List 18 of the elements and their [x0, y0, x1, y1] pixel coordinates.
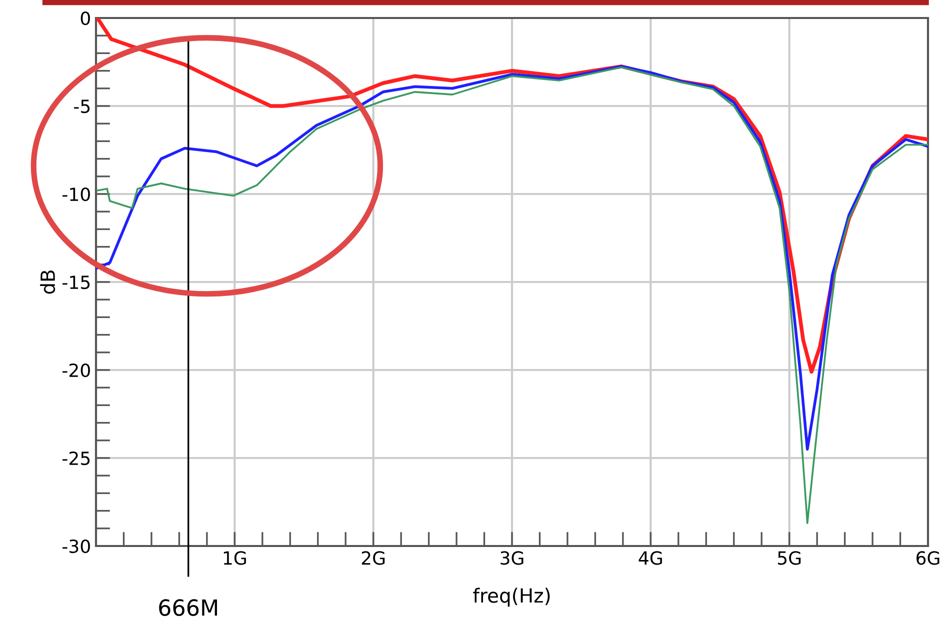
y-tick-label: -15: [62, 276, 90, 290]
line-series: [96, 65, 928, 451]
x-tick-label: 1G: [224, 551, 246, 565]
x-axis-title: freq(Hz): [473, 588, 550, 607]
y-tick-label: -10: [62, 187, 90, 202]
line-series: [96, 66, 928, 524]
x-tick-label: 4G: [638, 551, 662, 565]
x-tick-label: 5G: [778, 551, 801, 565]
y-tick-label: 0: [80, 11, 90, 26]
ref-line-label: 666M: [159, 599, 217, 616]
x-tick-label: 2G: [362, 551, 385, 565]
y-tick-label: -20: [62, 363, 90, 378]
x-tick-label: 3G: [500, 551, 524, 565]
x-tick-label: 6G: [916, 551, 940, 565]
y-tick-label: -25: [62, 451, 90, 466]
y-tick-label: -5: [74, 100, 90, 114]
y-tick-label: -30: [62, 539, 90, 554]
y-axis-title: dB: [40, 270, 56, 294]
